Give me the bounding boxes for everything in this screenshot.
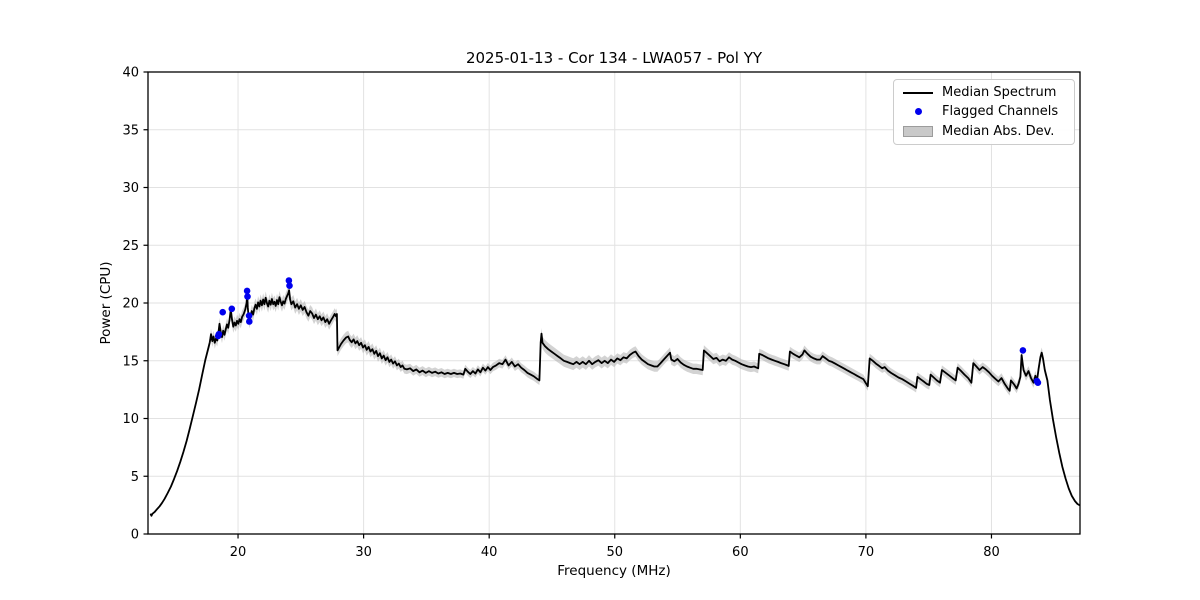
flagged-channel-dot [228, 305, 236, 313]
legend-item-median-abs-dev: Median Abs. Dev. [903, 122, 1074, 141]
y-tick-label-40: 40 [122, 66, 139, 81]
axis-layer: 20 30 40 50 60 70 80 0 5 10 15 20 25 30 35 40 [122, 66, 1081, 560]
median-spectrum-line [149, 289, 1081, 517]
x-tick-label-30: 30 [355, 545, 372, 560]
flagged-channel-dot [245, 312, 253, 320]
median-spectrum-line-icon [903, 91, 933, 94]
x-tick-label-60: 60 [732, 545, 749, 560]
y-tick-label-20: 20 [122, 297, 139, 312]
flagged-channel-dot [1019, 347, 1027, 354]
y-tick-label-10: 10 [122, 412, 139, 427]
x-tick-label-50: 50 [606, 545, 623, 560]
legend-label: Flagged Channels [942, 104, 1059, 120]
chart-title: 2025-01-13 - Cor 134 - LWA057 - Pol YY [466, 49, 763, 67]
flagged-channel-dot [219, 308, 226, 316]
x-tick-label-20: 20 [230, 545, 247, 560]
legend: Median Spectrum Flagged Channels Median … [893, 79, 1075, 145]
data-layer [149, 277, 1081, 517]
legend-label: Median Spectrum [942, 85, 1057, 101]
legend-label: Median Abs. Dev. [942, 123, 1055, 139]
flagged-channel-dot [215, 330, 223, 338]
y-tick-label-35: 35 [122, 123, 139, 138]
mad-band-patch-icon [903, 125, 933, 137]
y-axis-label: Power (CPU) [98, 261, 114, 344]
y-tick-label-25: 25 [122, 239, 139, 254]
x-tick-label-80: 80 [983, 545, 1000, 560]
flagged-channel-dot [285, 277, 293, 284]
flagged-channel-dot [1034, 379, 1042, 387]
y-tick-label-15: 15 [122, 354, 139, 369]
legend-item-median-spectrum: Median Spectrum [903, 83, 1074, 102]
y-tick-label-30: 30 [122, 181, 139, 196]
x-tick-label-40: 40 [481, 545, 498, 560]
y-tick-label-0: 0 [131, 528, 139, 543]
legend-item-flagged-channels: Flagged Channels [903, 102, 1074, 121]
flagged-channel-dot [286, 282, 293, 290]
flagged-channel-dot-icon [903, 108, 933, 116]
x-tick-label-70: 70 [858, 545, 875, 560]
x-axis-label: Frequency (MHz) [557, 563, 670, 579]
flagged-channel-dot [243, 287, 251, 295]
y-tick-label-5: 5 [131, 470, 139, 485]
flagged-channel-dot [244, 293, 251, 300]
flagged-channel-dot [246, 318, 253, 325]
